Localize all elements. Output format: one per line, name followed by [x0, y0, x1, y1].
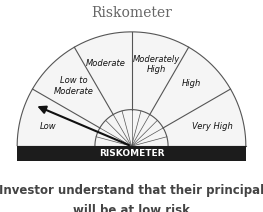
- Text: High: High: [182, 79, 201, 88]
- Bar: [11, 146, 252, 167]
- Text: Low: Low: [40, 122, 56, 131]
- Wedge shape: [74, 32, 132, 114]
- Wedge shape: [32, 47, 113, 128]
- Text: Low to
Moderate: Low to Moderate: [54, 77, 93, 96]
- Wedge shape: [17, 89, 100, 146]
- Circle shape: [95, 110, 168, 183]
- Wedge shape: [163, 89, 246, 146]
- Text: Investor understand that their principal: Investor understand that their principal: [0, 184, 263, 197]
- Bar: [17, 146, 246, 161]
- Text: will be at low risk: will be at low risk: [73, 204, 190, 212]
- Text: Riskometer: Riskometer: [91, 6, 172, 20]
- Text: Moderately
High: Moderately High: [133, 54, 180, 74]
- Wedge shape: [150, 47, 231, 128]
- Text: RISKOMETER: RISKOMETER: [99, 149, 164, 158]
- Text: Very High: Very High: [192, 121, 233, 131]
- Wedge shape: [132, 32, 189, 114]
- Text: Moderate: Moderate: [86, 59, 126, 68]
